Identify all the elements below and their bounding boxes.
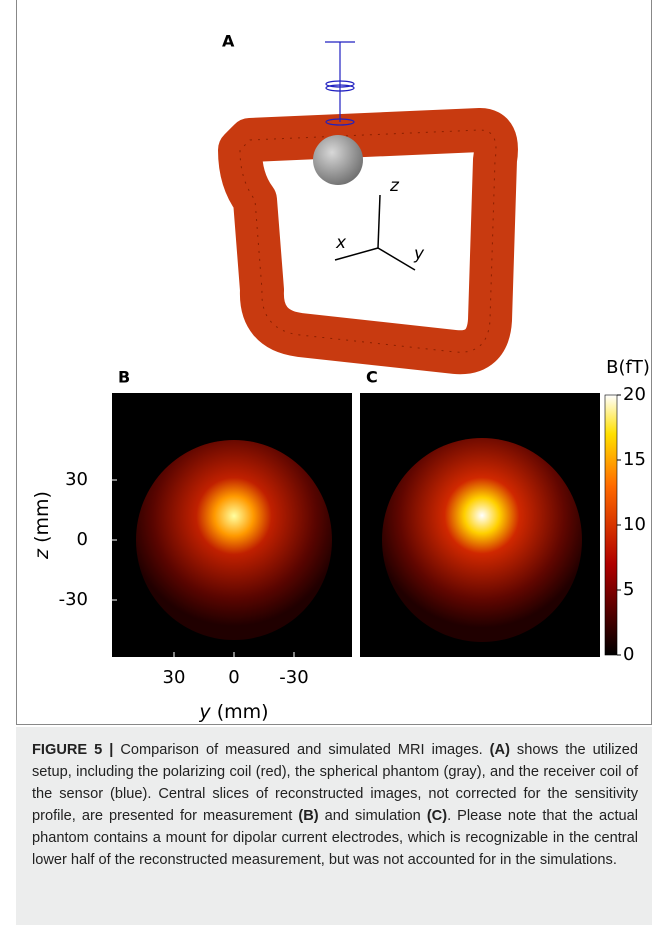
heatmap-b-signal	[136, 440, 332, 640]
caption-text: and simulation	[318, 808, 427, 824]
caption-text: (C)	[426, 808, 448, 824]
axis-label: z	[389, 176, 400, 196]
caption-text: (B)	[298, 808, 319, 824]
figure-frame	[16, 0, 652, 725]
caption-text: shows the utilized setup, including the …	[32, 742, 643, 824]
receiver-coil	[325, 41, 355, 126]
colorbar-label: B(fT)	[606, 357, 650, 378]
axis-label: y	[413, 244, 425, 264]
y-axis-label: z (mm)	[31, 491, 53, 560]
caption-text: Comparison of measured and simulated MRI…	[113, 742, 490, 758]
colorbar-tick-label: 0	[623, 644, 634, 665]
caption-text: . Please note that the actual phantom co…	[32, 808, 643, 868]
y-axis-unit: (mm)	[31, 491, 53, 543]
colorbar-tick-label: 15	[623, 449, 646, 470]
x-axis-var: y	[198, 701, 211, 723]
y-tick-label: 30	[65, 469, 88, 490]
y-tick-label: -30	[59, 589, 88, 610]
caption: FIGURE 5 | Comparison of measured and si…	[16, 727, 652, 925]
y-tick-label: 0	[77, 529, 88, 550]
heatmap-c-signal	[382, 438, 582, 642]
colorbar-tick-label: 20	[623, 384, 646, 405]
polarizing-coil	[218, 108, 518, 375]
colorbar	[604, 394, 618, 656]
figure: A z x y B C B(fT) z (mm) y (mm) 30 0 -30 30…	[31, 32, 650, 723]
axis-label: x	[335, 233, 347, 253]
x-tick-label: -30	[279, 667, 308, 688]
caption-text: (A)	[489, 742, 510, 758]
panel-label: C	[366, 368, 378, 387]
colorbar-tick-label: 5	[623, 579, 634, 600]
panel-label: B	[118, 368, 130, 387]
x-tick-label: 30	[163, 667, 186, 688]
coil-lamination	[239, 129, 497, 353]
x-tick-label: 0	[228, 667, 239, 688]
panel-label: A	[222, 32, 235, 51]
colorbar-tick-label: 10	[623, 514, 646, 535]
axes-triad	[334, 194, 416, 271]
y-axis-var: z	[31, 548, 53, 560]
phantom-sphere	[313, 135, 363, 185]
x-axis-unit: (mm)	[217, 701, 269, 723]
caption-text: FIGURE 5 |	[32, 742, 114, 758]
x-axis-label: y (mm)	[198, 701, 268, 723]
